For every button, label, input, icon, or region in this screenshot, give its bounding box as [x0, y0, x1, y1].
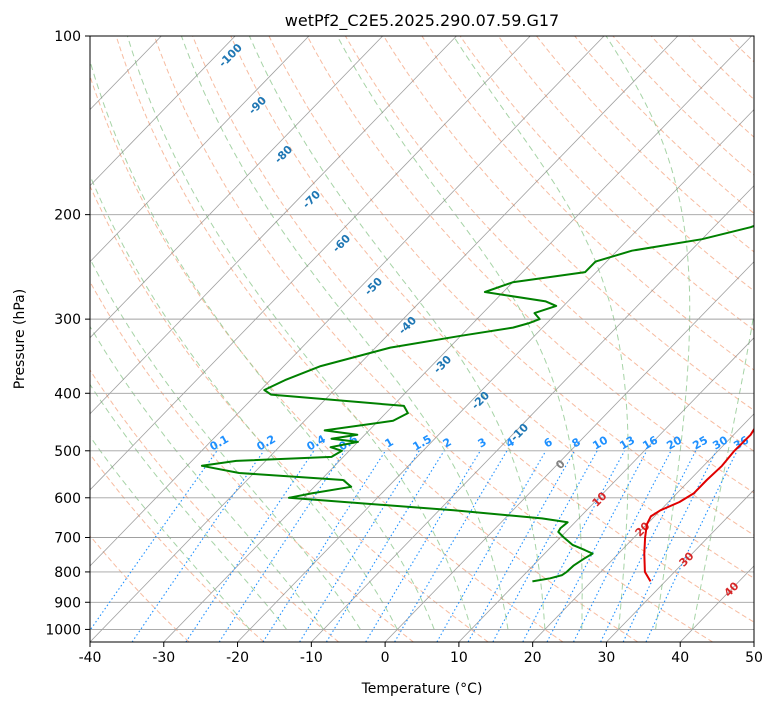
skewed-isotherm — [90, 36, 679, 642]
skewed-isotherm — [311, 185, 754, 642]
mixing-ratio-line — [522, 450, 626, 642]
moist-adiabat — [336, 36, 583, 630]
dry-adiabat — [574, 36, 754, 214]
skewed-isotherm — [90, 36, 310, 263]
x-tick-label: 30 — [598, 650, 616, 666]
dry-adiabat — [90, 453, 265, 642]
x-tick-label: 10 — [450, 650, 468, 666]
y-tick-label: 200 — [54, 208, 81, 224]
moist-adiabat — [90, 59, 435, 630]
mixing-ratio-line — [492, 450, 598, 642]
dry-adiabat — [497, 36, 754, 292]
skewed-isotherm — [458, 337, 754, 642]
temperature-profile-line — [643, 321, 754, 582]
y-tick-label: 400 — [54, 386, 81, 402]
moist-adiabat — [90, 257, 361, 630]
moist-adiabat — [180, 36, 509, 630]
dry-adiabat — [192, 36, 754, 623]
x-tick-label: 50 — [745, 650, 763, 666]
skewed-isotherm — [90, 36, 383, 339]
x-tick-label: -20 — [226, 650, 249, 666]
moist-adiabat — [452, 36, 629, 630]
skewed-isotherm — [90, 36, 236, 187]
skewed-isotherm — [384, 261, 754, 642]
skewed-isotherm — [90, 36, 605, 567]
x-tick-label: -30 — [152, 650, 175, 666]
moist-adiabat — [90, 325, 324, 630]
moist-adiabat — [90, 383, 287, 630]
x-tick-label: -10 — [300, 650, 323, 666]
y-tick-label: 800 — [54, 565, 81, 581]
mixing-ratio-line — [131, 450, 265, 642]
x-tick-label: 0 — [381, 650, 390, 666]
skewed-isotherm — [532, 413, 754, 642]
dry-adiabat — [268, 36, 754, 536]
x-tick-label: -40 — [79, 650, 102, 666]
y-tick-label: 500 — [54, 444, 81, 460]
plot-frame — [89, 35, 755, 643]
skewed-isotherm — [237, 109, 754, 642]
dry-adiabat — [306, 36, 754, 494]
chart-title: wetPf2_C2E5.2025.290.07.59.G17 — [285, 11, 559, 31]
y-tick-label: 900 — [54, 595, 81, 611]
mixing-ratio-line — [299, 450, 420, 642]
dry-adiabat — [90, 184, 489, 642]
y-tick-label: 600 — [54, 491, 81, 507]
mixing-ratio-line — [325, 450, 445, 642]
mixing-ratio-line — [436, 450, 547, 642]
moist-adiabat — [248, 36, 546, 630]
mixing-ratio-line — [90, 450, 218, 632]
skewed-isotherm — [606, 489, 754, 642]
moist-adiabat — [691, 310, 754, 630]
mixing-ratio-line — [467, 450, 575, 642]
skewed-isotherm — [90, 36, 457, 415]
dry-adiabat — [115, 36, 639, 642]
dry-adiabat — [383, 36, 754, 411]
mixing-ratio-line — [365, 450, 481, 642]
skewed-isotherm — [163, 36, 752, 642]
skewed-isotherm — [90, 36, 531, 491]
y-tick-label: 700 — [54, 531, 81, 547]
y-tick-label: 1000 — [45, 622, 81, 638]
y-axis-label: Pressure (hPa) — [12, 289, 28, 389]
y-axis: 100 200 300 400 500 600 700 800 900 1000 — [45, 29, 90, 638]
mixing-ratio-line — [622, 450, 717, 642]
y-tick-label: 300 — [54, 312, 81, 328]
dry-adiabat — [90, 535, 190, 642]
dewpoint-profile-line — [200, 224, 754, 583]
reference-lines — [90, 36, 754, 642]
y-tick-label: 100 — [54, 29, 81, 45]
moist-adiabat — [90, 435, 251, 630]
moist-adiabat — [90, 174, 398, 630]
moist-adiabat — [605, 36, 691, 630]
mixing-ratio-line — [262, 450, 386, 642]
x-axis-label: Temperature (°C) — [361, 681, 483, 697]
mixing-ratio-line — [394, 450, 508, 642]
x-tick-label: 40 — [671, 650, 689, 666]
mixing-ratio-line — [645, 450, 738, 642]
x-tick-label: 20 — [524, 650, 542, 666]
x-axis: -40 -30 -20 -10 0 10 20 30 40 50 — [79, 642, 763, 666]
dry-adiabat — [459, 36, 754, 331]
dry-adiabat — [230, 36, 754, 579]
sounding-profiles — [200, 224, 754, 583]
dry-adiabat — [153, 36, 713, 642]
